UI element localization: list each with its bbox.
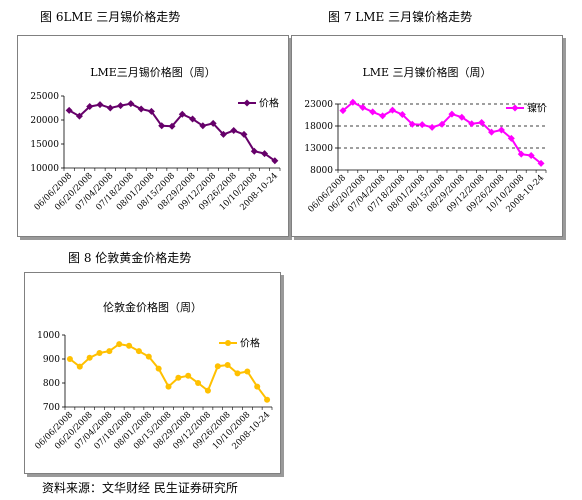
- data-point: [254, 383, 261, 390]
- data-point: [75, 112, 83, 120]
- data-point: [126, 342, 133, 349]
- data-point: [224, 362, 231, 368]
- chart-tin: LME三月锡价格图（周） 25000 20000 15000 10000 06/06/20…: [17, 35, 289, 237]
- data-point: [240, 130, 248, 138]
- data-point: [96, 350, 103, 356]
- y-tick-label: 8000: [310, 166, 333, 176]
- data-point: [507, 134, 515, 142]
- chart-nickel: LME 三月镍价格图（周） 23000 18000 13000 8000 06/06/20…: [291, 35, 563, 237]
- legend-label: 镍价: [527, 102, 547, 115]
- y-tick-label: 15000: [30, 140, 59, 150]
- data-point: [96, 101, 104, 109]
- data-point: [189, 115, 197, 123]
- legend-label: 价格: [240, 337, 260, 350]
- data-point: [185, 372, 192, 379]
- data-point: [135, 348, 142, 355]
- y-tick-label: 20000: [30, 116, 59, 126]
- data-point: [175, 374, 182, 381]
- data-point: [271, 157, 279, 165]
- data-point: [261, 150, 269, 158]
- chart-gold-svg: 伦敦金价格图（周）100090080070006/06/200806/20/20…: [33, 300, 273, 452]
- data-point: [527, 151, 535, 159]
- data-point: [388, 106, 396, 114]
- data-point: [359, 104, 367, 112]
- chart-nickel-svg: LME 三月镍价格图（周）230001800013000800006/06/20…: [304, 65, 547, 215]
- data-point: [168, 122, 176, 130]
- data-point: [106, 104, 114, 112]
- data-point: [448, 110, 456, 118]
- y-tick-label: 25000: [30, 92, 59, 102]
- y-tick-label: 800: [43, 379, 60, 389]
- data-point: [497, 126, 505, 134]
- data-point: [117, 102, 125, 110]
- data-point: [244, 368, 251, 375]
- caption-fig6: 图 6LME 三月锡价格走势: [40, 10, 181, 24]
- data-point: [204, 387, 211, 394]
- data-point: [537, 159, 545, 167]
- data-point: [66, 356, 73, 362]
- data-point: [408, 120, 416, 128]
- y-tick-label: 1000: [37, 331, 60, 341]
- data-point: [379, 112, 387, 120]
- data-point: [199, 122, 207, 130]
- data-point: [488, 128, 496, 136]
- caption-fig7: 图 7 LME 三月镍价格走势: [328, 10, 473, 24]
- data-point: [219, 130, 227, 138]
- source-note: 资料来源：文华财经 民生证券研究所: [42, 481, 238, 495]
- data-point: [106, 348, 113, 355]
- data-point: [339, 107, 347, 115]
- y-tick-label: 10000: [30, 164, 59, 174]
- data-point: [478, 118, 486, 126]
- legend-label: 价格: [259, 97, 279, 110]
- data-point: [250, 147, 258, 155]
- data-point: [418, 121, 426, 129]
- data-point: [178, 110, 186, 118]
- data-point: [517, 150, 525, 158]
- data-point: [86, 103, 94, 111]
- chart-title: 伦敦金价格图（周）: [103, 300, 202, 314]
- data-point: [428, 123, 436, 131]
- data-point: [127, 100, 135, 108]
- data-point: [116, 341, 123, 348]
- data-point: [165, 383, 172, 390]
- legend-marker: [225, 340, 231, 346]
- data-point: [438, 120, 446, 128]
- chart-title: LME三月锡价格图（周）: [90, 65, 216, 79]
- data-point: [65, 106, 73, 114]
- y-tick-label: 18000: [304, 122, 333, 132]
- data-point: [349, 98, 357, 106]
- data-point: [195, 380, 202, 386]
- y-tick-label: 900: [43, 355, 60, 365]
- data-point: [214, 363, 221, 370]
- data-point: [398, 111, 406, 119]
- data-point: [155, 365, 162, 372]
- data-point: [234, 370, 241, 377]
- data-point: [147, 107, 155, 115]
- data-point: [458, 113, 466, 121]
- y-tick-label: 13000: [304, 144, 333, 154]
- data-point: [86, 354, 93, 361]
- legend-marker: [243, 99, 251, 107]
- data-point: [264, 396, 271, 403]
- data-point: [158, 122, 166, 130]
- data-point: [137, 105, 145, 113]
- chart-title: LME 三月镍价格图（周）: [362, 65, 491, 79]
- data-point: [230, 127, 238, 135]
- caption-fig8: 图 8 伦敦黄金价格走势: [68, 251, 192, 265]
- data-point: [369, 108, 377, 116]
- chart-tin-svg: LME三月锡价格图（周）2500020000150001000006/06/20…: [30, 65, 281, 213]
- data-point: [468, 120, 476, 128]
- data-point: [209, 119, 217, 127]
- y-tick-label: 23000: [304, 100, 333, 110]
- data-point: [76, 363, 83, 370]
- y-tick-label: 700: [43, 403, 60, 413]
- legend-marker: [511, 104, 519, 112]
- data-point: [145, 353, 152, 360]
- chart-gold: 伦敦金价格图（周） 1000 900 800 700 06/06/2008 06/20/20…: [24, 272, 281, 474]
